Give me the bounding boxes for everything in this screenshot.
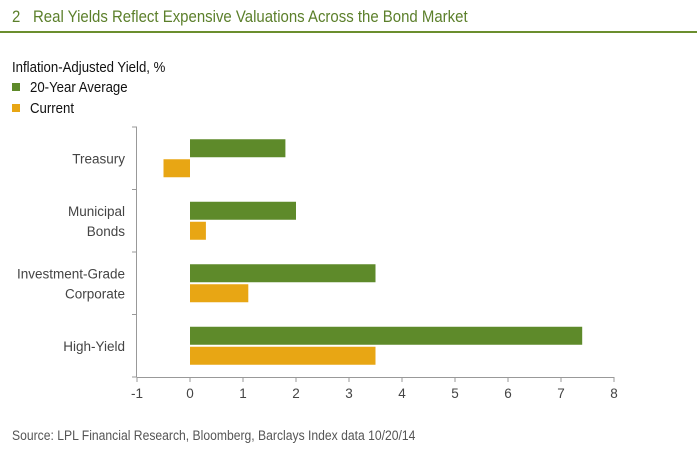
x-tick-label: 3 [345,386,353,401]
figure-header: 2 Real Yields Reflect Expensive Valuatio… [0,0,697,34]
category-label: Municipal [68,204,125,219]
bar-current [190,284,249,303]
x-tick-label: -1 [131,386,143,401]
figure-title: Real Yields Reflect Expensive Valuations… [33,7,468,26]
x-tick-label: 8 [610,386,618,401]
legend-label-current: Current [30,100,75,117]
bar-current [163,159,190,178]
category-label: Treasury [72,151,125,166]
bar-average [190,201,296,220]
legend-label-20-year-average: 20-Year Average [30,79,128,96]
legend-swatch-current [12,104,20,112]
x-tick-label: 1 [239,386,247,401]
bar-current [190,221,206,240]
bar-average [190,326,583,345]
x-tick-label: 4 [398,386,406,401]
bar-current [190,346,376,365]
bar-average [190,139,286,158]
source-note: Source: LPL Financial Research, Bloomber… [12,428,416,443]
figure-number: 2 [12,7,21,26]
x-tick-label: 0 [186,386,194,401]
x-tick-label: 5 [451,386,459,401]
axis-title: Inflation-Adjusted Yield, % [12,59,166,76]
header-divider [0,31,697,33]
category-label: Corporate [65,286,125,301]
x-tick-label: 2 [292,386,300,401]
x-tick-label: 6 [504,386,512,401]
bar-chart: -1 0 1 2 3 4 5 6 7 8 Treasury Municipal Bonds Investm… [17,126,618,401]
category-label: Bonds [87,224,126,239]
legend-swatch-20-year-average [12,83,20,91]
category-label: High-Yield [63,339,125,354]
bar-average [190,264,376,283]
x-tick-label: 7 [557,386,565,401]
category-label: Investment-Grade [17,266,125,281]
